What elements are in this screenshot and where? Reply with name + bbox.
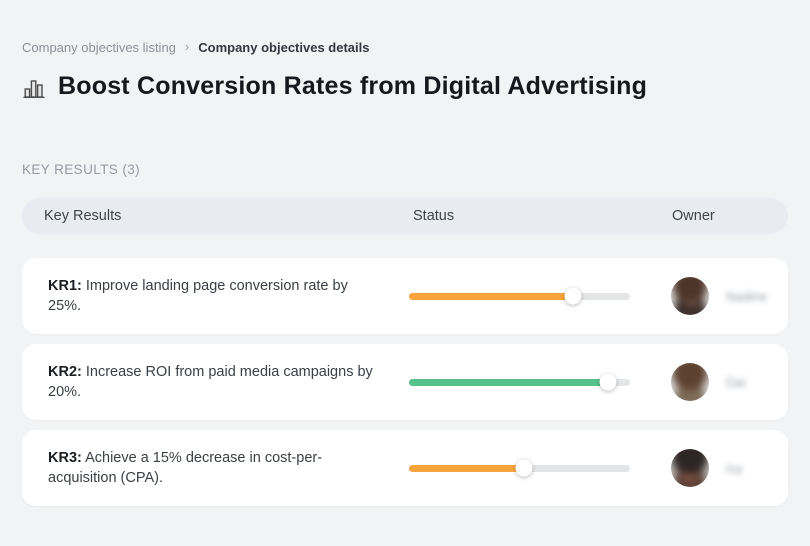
key-result-text: KR3: Achieve a 15% decrease in cost-per-… xyxy=(22,448,409,488)
progress-slider[interactable] xyxy=(409,459,630,477)
status-cell xyxy=(409,373,649,391)
chevron-right-icon: › xyxy=(184,39,190,54)
status-cell xyxy=(409,287,649,305)
avatar-photo xyxy=(671,449,709,487)
progress-slider-thumb[interactable] xyxy=(515,459,533,477)
owner-avatar xyxy=(671,449,709,487)
key-results-list: KR1: Improve landing page conversion rat… xyxy=(22,258,788,506)
owner-name: Dai xyxy=(726,374,746,390)
owner-name: Nadine xyxy=(726,288,768,304)
progress-fill xyxy=(409,378,608,386)
key-result-id: KR2: xyxy=(48,364,82,380)
status-cell xyxy=(409,459,649,477)
key-result-text: KR2: Increase ROI from paid media campai… xyxy=(22,362,409,402)
avatar-photo xyxy=(671,277,709,315)
key-result-row[interactable]: KR2: Increase ROI from paid media campai… xyxy=(22,344,788,420)
progress-slider[interactable] xyxy=(409,373,630,391)
key-result-id: KR1: xyxy=(48,278,82,294)
key-result-id: KR3: xyxy=(48,450,82,466)
page-title: Boost Conversion Rates from Digital Adve… xyxy=(58,72,648,100)
owner-name: Ivy xyxy=(726,460,743,476)
avatar-photo xyxy=(671,363,709,401)
progress-slider-thumb[interactable] xyxy=(564,287,582,305)
owner-avatar xyxy=(671,277,709,315)
bar-chart-icon xyxy=(23,80,45,98)
owner-cell: Dai xyxy=(649,363,788,401)
key-result-row[interactable]: KR3: Achieve a 15% decrease in cost-per-… xyxy=(22,430,788,506)
table-header: Key Results Status Owner xyxy=(22,198,788,234)
progress-slider[interactable] xyxy=(409,287,630,305)
owner-cell: Ivy xyxy=(649,449,788,487)
key-result-row[interactable]: KR1: Improve landing page conversion rat… xyxy=(22,258,788,334)
progress-fill xyxy=(409,464,524,472)
key-result-description: Increase ROI from paid media campaigns b… xyxy=(48,364,373,400)
key-result-text: KR1: Improve landing page conversion rat… xyxy=(22,276,409,316)
owner-avatar xyxy=(671,363,709,401)
column-header-status: Status xyxy=(413,208,455,224)
breadcrumb: Company objectives listing › Company obj… xyxy=(22,39,788,55)
owner-cell: Nadine xyxy=(649,277,788,315)
breadcrumb-item-details: Company objectives details xyxy=(198,40,370,55)
key-result-description: Achieve a 15% decrease in cost-per-acqui… xyxy=(48,450,323,486)
column-header-owner: Owner xyxy=(672,208,715,224)
key-results-section-label: KEY RESULTS (3) xyxy=(22,162,141,177)
column-header-key-results: Key Results xyxy=(44,208,122,224)
progress-slider-thumb[interactable] xyxy=(599,373,617,391)
title-row: Boost Conversion Rates from Digital Adve… xyxy=(22,72,788,101)
progress-fill xyxy=(409,292,573,300)
page-content: Company objectives listing › Company obj… xyxy=(22,39,788,506)
key-result-description: Improve landing page conversion rate by … xyxy=(48,278,348,314)
breadcrumb-item-listing[interactable]: Company objectives listing xyxy=(22,40,176,55)
